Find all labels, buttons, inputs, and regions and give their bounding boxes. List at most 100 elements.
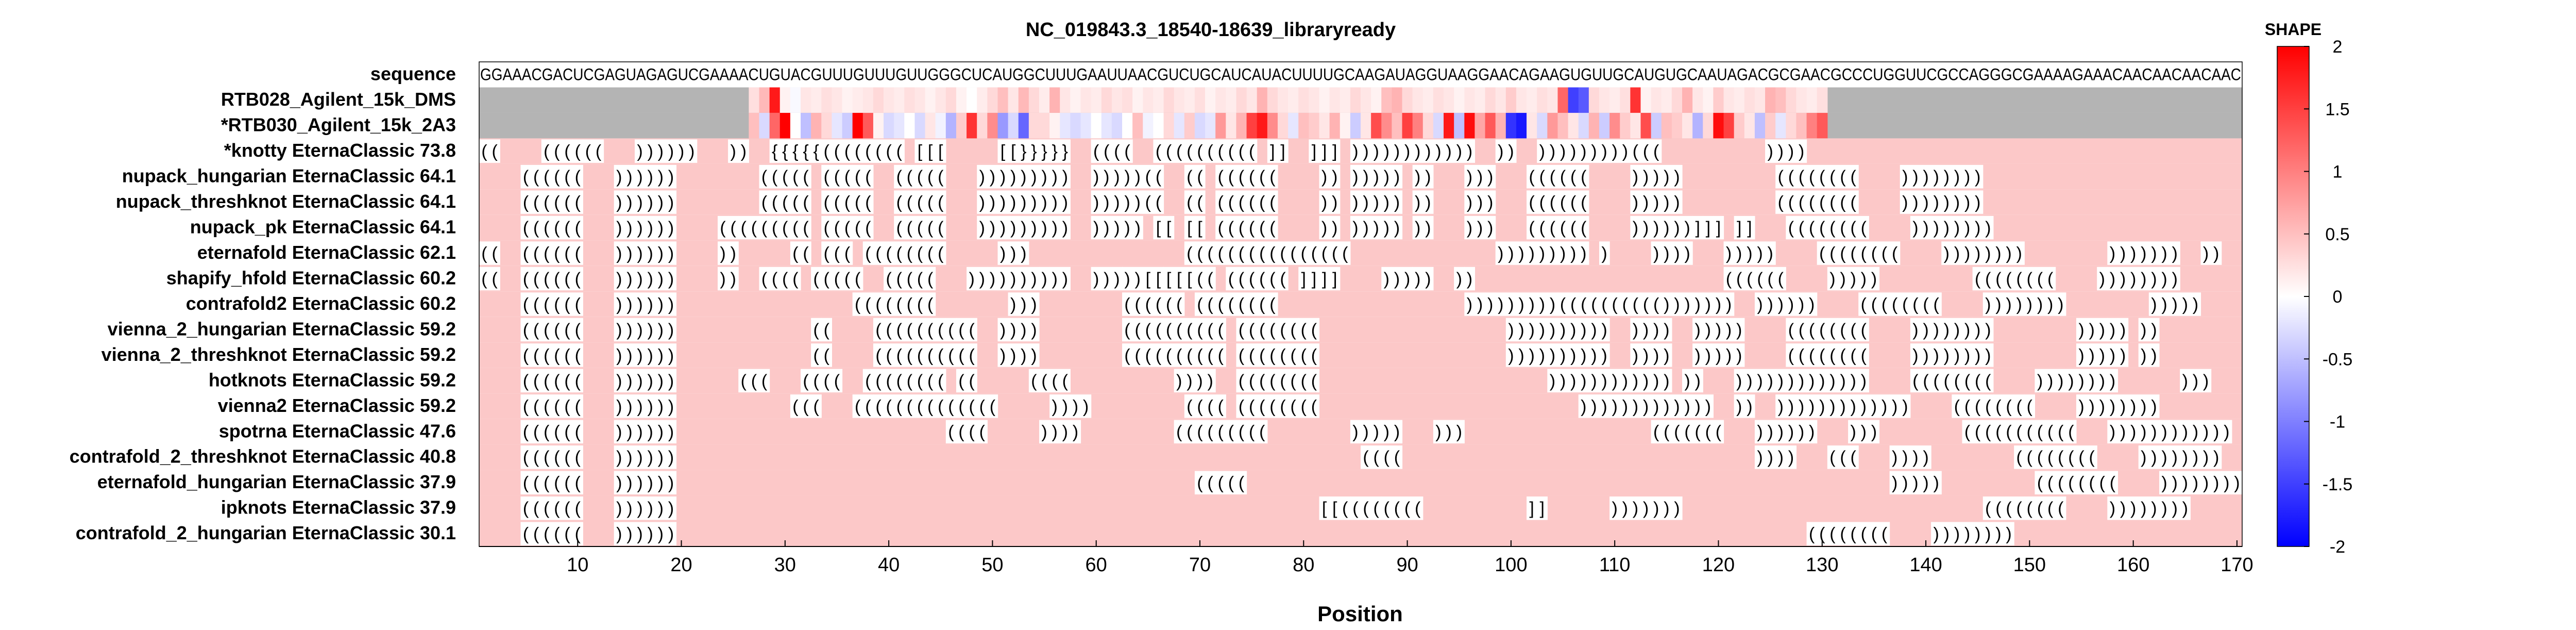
shape-cell: [1392, 87, 1403, 113]
paired-cell: [1350, 139, 1361, 163]
bracket-glyph: ): [647, 295, 653, 314]
bracket-glyph: (: [938, 371, 944, 391]
bracket-glyph: (: [1840, 320, 1846, 340]
paired-cell: [572, 215, 583, 240]
bracket-glyph: (: [1218, 244, 1224, 263]
bracket-glyph: ): [668, 499, 674, 519]
bracket-glyph: (: [533, 448, 539, 468]
shape-cell: [1008, 112, 1019, 139]
bracket-glyph: (: [751, 371, 757, 391]
paired-cell: [1122, 190, 1133, 214]
bracket-glyph: ): [1352, 422, 1358, 442]
paired-cell: [1578, 139, 1589, 163]
bracket-glyph: ): [1010, 244, 1016, 263]
bracket-glyph: (: [1850, 218, 1856, 238]
bracket-glyph: ): [626, 346, 632, 366]
bracket-glyph: ): [1892, 448, 1897, 468]
bracket-glyph: (: [2047, 269, 2054, 289]
bracket-glyph: {: [792, 142, 798, 161]
bracket-glyph: (: [575, 269, 581, 289]
shape-cell: [1049, 112, 1060, 139]
paired-cell: [1392, 190, 1403, 214]
bracket-glyph: ): [1871, 397, 1877, 417]
bracket-glyph: (: [1570, 193, 1577, 212]
paired-cell: [1941, 190, 1952, 214]
bracket-glyph: (: [2037, 499, 2043, 519]
bracket-glyph: (: [1882, 295, 1888, 314]
bracket-glyph: (: [1176, 295, 1182, 314]
bracket-glyph: ): [1954, 168, 1960, 187]
bracket-glyph: (: [948, 320, 954, 340]
shape-cell: [1464, 87, 1476, 113]
bracket-glyph: ): [2130, 422, 2136, 442]
bracket-glyph: ): [1674, 397, 1680, 417]
bracket-glyph: ): [1104, 193, 1109, 212]
bracket-glyph: ): [990, 269, 995, 289]
bracket-glyph: ): [668, 193, 674, 212]
bracket-glyph: ): [1799, 397, 1804, 417]
paired-cell: [1371, 164, 1382, 189]
bracket-glyph: (: [1882, 524, 1888, 544]
bracket-glyph: ): [2161, 422, 2167, 442]
paired-cell: [562, 164, 573, 189]
bracket-glyph: (: [2068, 473, 2074, 493]
shape-cell: [1609, 87, 1620, 113]
bracket-glyph: ): [1394, 218, 1400, 238]
paired-cell: [1319, 139, 1330, 163]
shape-cell: [1433, 87, 1444, 113]
paired-cell: [1277, 139, 1289, 163]
bracket-glyph: (: [1363, 499, 1369, 519]
bracket-glyph: (: [938, 244, 944, 263]
bracket-glyph: ): [1467, 218, 1472, 238]
bracket-glyph: (: [575, 295, 581, 314]
bracket-glyph: ): [1788, 371, 1794, 391]
bracket-glyph: (: [1975, 397, 1981, 417]
bracket-glyph: (: [1861, 295, 1867, 314]
bracket-glyph: (: [1156, 295, 1162, 314]
bracket-glyph: (: [886, 346, 892, 366]
bracket-glyph: (: [1550, 193, 1556, 212]
colorbar-tick-label: 1.5: [2325, 100, 2349, 119]
bracket-glyph: (: [1176, 142, 1182, 161]
bracket-glyph: ): [647, 244, 653, 263]
bracket-glyph: (: [1809, 320, 1815, 340]
shape-cell: [1236, 112, 1247, 139]
bracket-glyph: ): [1135, 193, 1141, 212]
paired-cell: [489, 139, 500, 163]
bracket-glyph: (: [2047, 422, 2054, 442]
bracket-glyph: ): [1799, 371, 1804, 391]
paired-cell: [862, 164, 874, 189]
bracket-glyph: (: [1249, 371, 1255, 391]
bracket-glyph: ]: [1312, 142, 1316, 161]
bracket-glyph: (: [1850, 244, 1856, 263]
bracket-glyph: ): [1570, 244, 1576, 263]
bracket-glyph: [: [1011, 142, 1016, 161]
bracket-glyph: (: [554, 499, 560, 519]
bracket-glyph: (: [1187, 244, 1193, 263]
structure-row-label: nupack_pk EternaClassic 64.1: [190, 216, 456, 237]
shape-cell: [1620, 87, 1631, 113]
paired-cell: [790, 190, 801, 214]
paired-cell: [1226, 215, 1237, 240]
paired-cell: [1008, 190, 1019, 214]
bracket-glyph: ): [668, 269, 674, 289]
bracket-glyph: ): [1944, 218, 1950, 238]
bracket-glyph: (: [575, 193, 581, 212]
paired-cell: [1952, 164, 1963, 189]
bracket-glyph: ): [1031, 346, 1037, 366]
bracket-glyph: (: [1197, 473, 1203, 493]
bracket-glyph: ): [658, 524, 664, 544]
bracket-glyph: ): [1695, 371, 1701, 391]
bracket-glyph: ): [2089, 397, 2094, 417]
bracket-glyph: (: [564, 346, 570, 366]
paired-cell: [541, 190, 552, 214]
bracket-glyph: (: [834, 218, 840, 238]
bracket-glyph: ): [2182, 371, 2188, 391]
bracket-glyph: (: [523, 524, 529, 544]
bracket-glyph: (: [533, 397, 539, 417]
paired-cell: [997, 241, 1009, 265]
paired-cell: [1236, 215, 1247, 240]
bracket-glyph: ): [1653, 218, 1659, 238]
bracket-glyph: ): [1747, 397, 1752, 417]
shape-cell: [1132, 87, 1143, 113]
